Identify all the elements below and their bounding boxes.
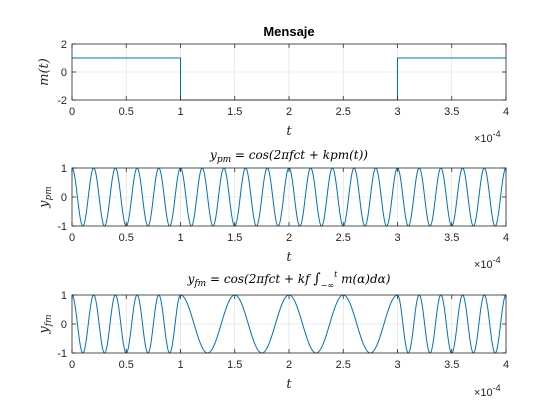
x-tick-label: 3.5	[444, 232, 459, 244]
chart2-y-tick-labels: 1 0 -1	[57, 163, 67, 233]
chart1-grid	[72, 44, 506, 100]
y-tick-label: -2	[57, 95, 67, 107]
chart3-ticks	[71, 294, 507, 354]
x-tick-label: 2.5	[336, 359, 351, 371]
chart3-ylabel: yfm	[37, 314, 54, 334]
chart2-grid	[72, 168, 506, 226]
x-tick-label: 0.5	[119, 106, 134, 118]
x-tick-label: 2.5	[336, 106, 351, 118]
chart1-ticks	[71, 43, 507, 101]
x-tick-label: 2	[286, 232, 292, 244]
chart1-y-tick-labels: 2 0 -2	[57, 39, 67, 107]
y-tick-label: 0	[61, 67, 67, 79]
chart3-y-tick-labels: 1 0 -1	[57, 290, 67, 360]
x-tick-label: 3.5	[444, 359, 459, 371]
chart2-title: ypm = cos(2πfct + kpm(t))	[209, 148, 368, 165]
chart1-x-tick-labels: 0 0.5 1 1.5 2 2.5 3 3.5 4	[69, 106, 509, 118]
x-tick-label: 0.5	[119, 359, 134, 371]
y-tick-label: 2	[61, 39, 67, 51]
chart3-xlabel: t	[286, 377, 292, 392]
y-tick-label: 1	[61, 290, 67, 302]
x-tick-label: 1	[177, 106, 183, 118]
x-tick-label: 1	[177, 359, 183, 371]
chart1-ylabel: m(t)	[37, 58, 52, 86]
x-tick-label: 2.5	[336, 232, 351, 244]
chart1-xlabel: t	[286, 124, 292, 139]
chart-pm: ypm = cos(2πfct + kpm(t)) 0 0.5 1 1.5 2 2.5 3 3…	[37, 148, 509, 271]
x-tick-label: 3.5	[444, 106, 459, 118]
chart3-grid	[72, 295, 506, 353]
chart-fm: yfm = cos(2πfct + kf ∫−∞t m(α)dα) 0 0.5 1 1…	[37, 270, 509, 399]
chart-mensaje: Mensaje 0 0.5 1 1.5 2 2.5 3 3.5 4 20-2 t m(t) ×1…	[37, 24, 509, 145]
x-tick-label: 1.5	[227, 106, 242, 118]
chart2-x-tick-labels: 0 0.5 1 1.5 2 2.5 3 3.5 4	[69, 232, 509, 244]
y-tick-label: 1	[61, 163, 67, 175]
x-tick-label: 1	[177, 232, 183, 244]
x-tick-label: 0.5	[119, 232, 134, 244]
y-tick-label: 0	[61, 319, 67, 331]
chart3-x-tick-labels: 0 0.5 1 1.5 2 2.5 3 3.5 4	[69, 359, 509, 371]
x-tick-label: 2	[286, 106, 292, 118]
chart2-ylabel: ypm	[37, 186, 54, 209]
x-tick-label: 3	[394, 106, 400, 118]
y-tick-label: 0	[61, 192, 67, 204]
x-tick-label: 4	[503, 106, 509, 118]
chart3-x-exponent: ×10-4	[474, 383, 501, 399]
x-tick-label: 4	[503, 232, 509, 244]
x-tick-label: 1.5	[227, 232, 242, 244]
x-tick-label: 0	[69, 232, 75, 244]
x-tick-label: 2	[286, 359, 292, 371]
x-tick-label: 0	[69, 106, 75, 118]
chart2-ticks	[71, 167, 507, 227]
chart2-xlabel: t	[286, 250, 292, 265]
y-tick-label: -1	[57, 221, 67, 233]
chart2-x-exponent: ×10-4	[474, 255, 501, 271]
x-tick-label: 4	[503, 359, 509, 371]
chart1-title: Mensaje	[263, 24, 314, 39]
y-tick-label: -1	[57, 348, 67, 360]
chart1-x-exponent: ×10-4	[474, 129, 501, 145]
x-tick-label: 3	[394, 359, 400, 371]
x-tick-label: 0	[69, 359, 75, 371]
x-tick-label: 3	[394, 232, 400, 244]
chart3-title: yfm = cos(2πfct + kf ∫−∞t m(α)dα)	[187, 270, 391, 290]
x-tick-label: 1.5	[227, 359, 242, 371]
